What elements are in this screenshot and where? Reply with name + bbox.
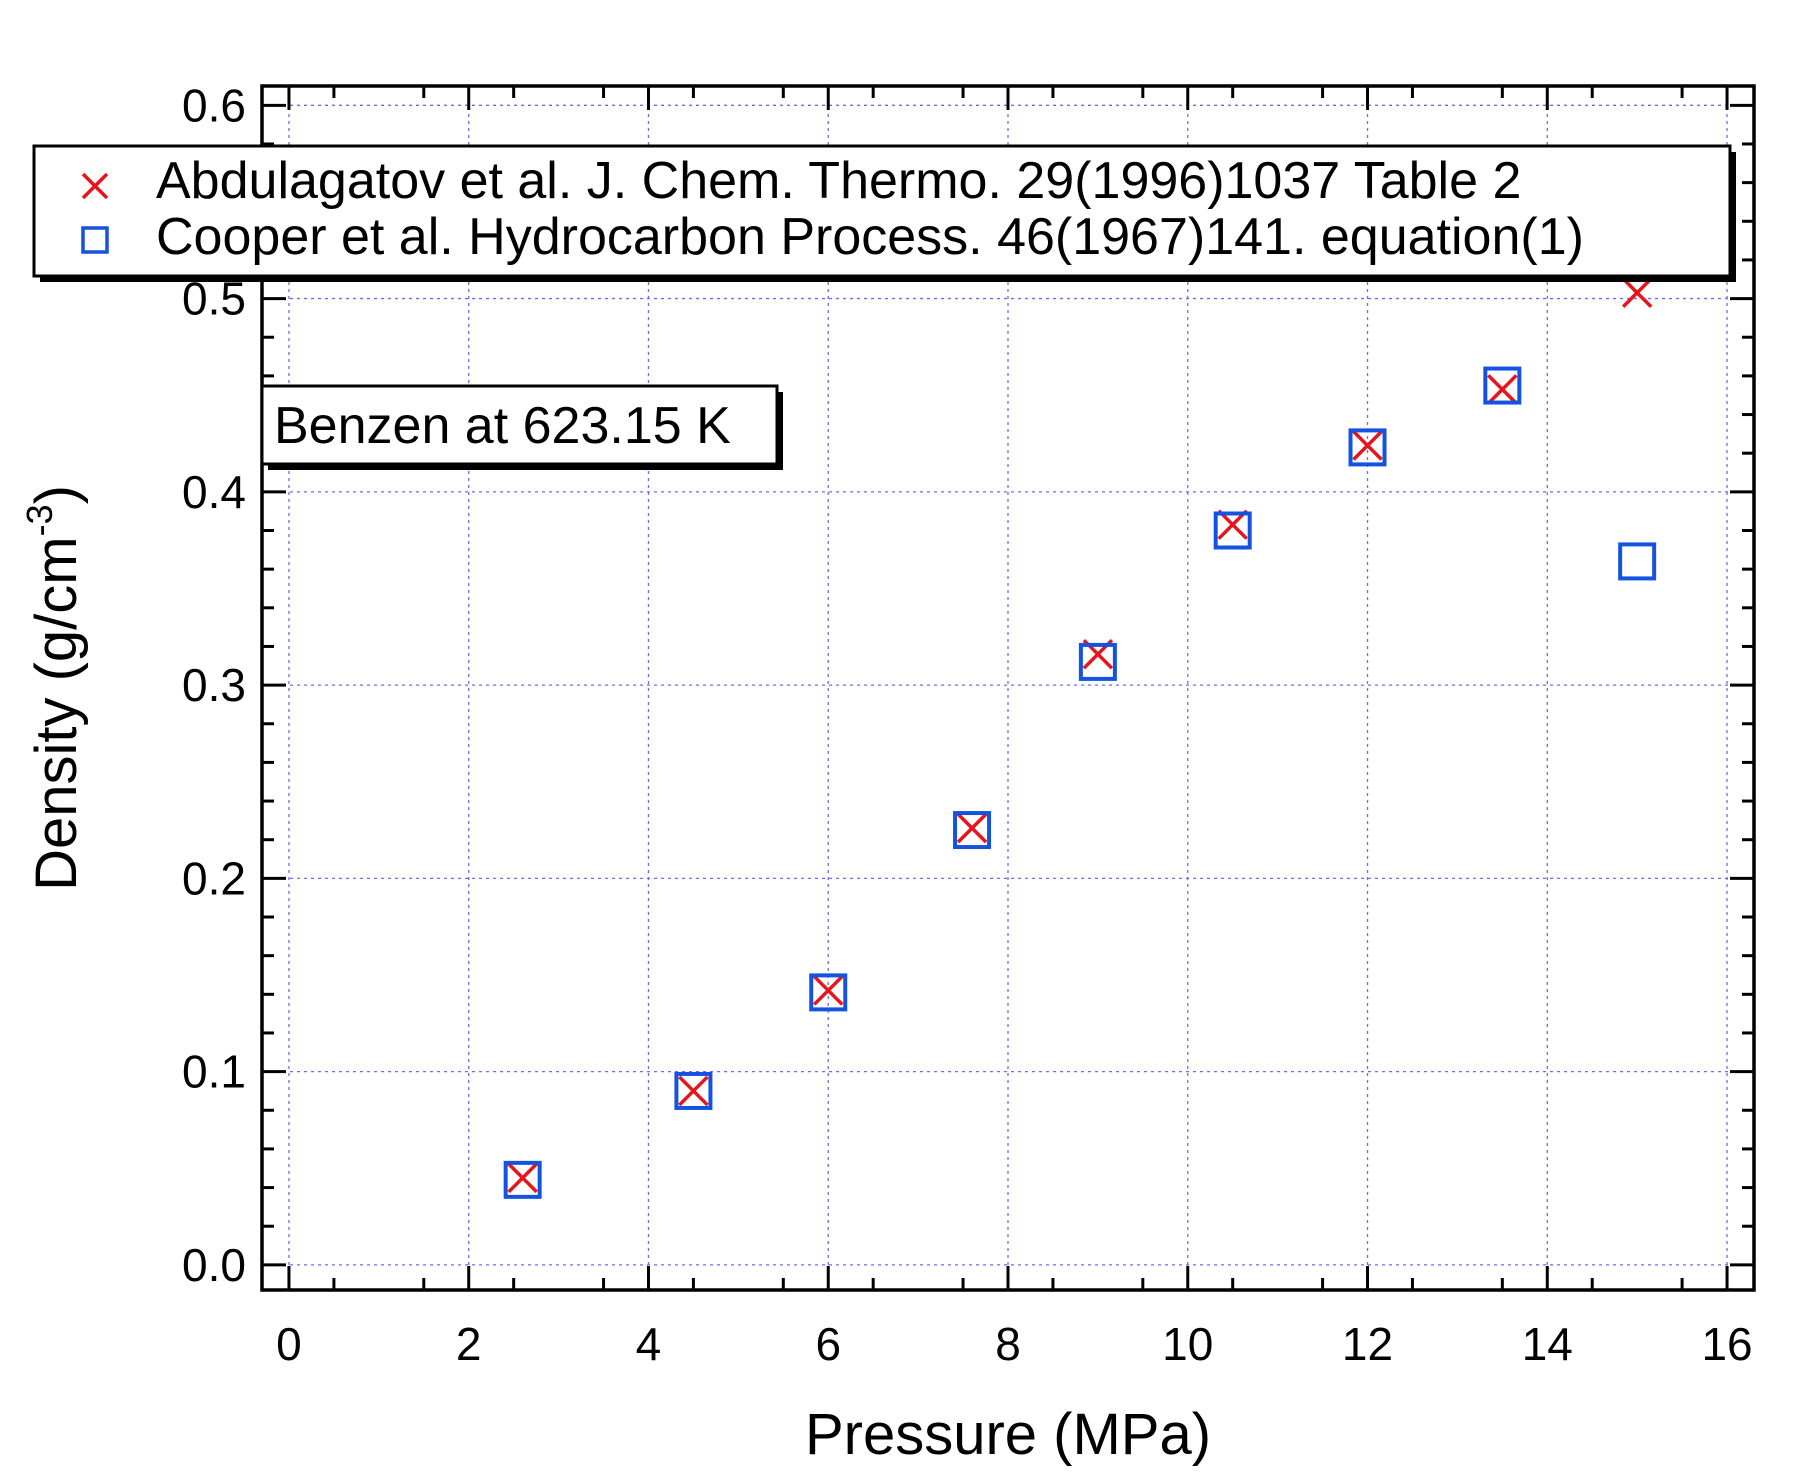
data-point-abdulagatov bbox=[956, 812, 988, 844]
y-tick-label: 0.3 bbox=[182, 659, 246, 711]
x-tick-label: 14 bbox=[1522, 1318, 1573, 1370]
data-point-cooper bbox=[1348, 428, 1387, 467]
data-point-abdulagatov bbox=[1487, 374, 1518, 405]
legend-label-cooper: Cooper et al. Hydrocarbon Process. 46(19… bbox=[156, 208, 1584, 266]
data-point-abdulagatov-stroke bbox=[813, 975, 844, 1006]
data-point-abdulagatov-stroke bbox=[956, 812, 988, 844]
x-tick-label: 12 bbox=[1342, 1318, 1393, 1370]
data-point-abdulagatov-stroke bbox=[678, 1075, 709, 1107]
x-tick-label: 8 bbox=[995, 1318, 1021, 1370]
x-tick-label: 16 bbox=[1701, 1318, 1752, 1370]
y-tick-label: 0.6 bbox=[182, 79, 246, 131]
data-point-abdulagatov bbox=[1621, 277, 1653, 309]
legend-marker-x bbox=[81, 172, 109, 200]
x-tick-label: 2 bbox=[456, 1318, 482, 1370]
y-axis-title: Density (g/cm-3) bbox=[19, 485, 89, 891]
data-point-abdulagatov bbox=[678, 1075, 709, 1107]
x-tick-label: 4 bbox=[636, 1318, 662, 1370]
data-point-abdulagatov-stroke bbox=[1621, 277, 1653, 309]
y-axis-title-superscript: -3 bbox=[19, 504, 60, 536]
x-tick-label: 6 bbox=[815, 1318, 841, 1370]
x-tick-label: 10 bbox=[1162, 1318, 1213, 1370]
data-point-abdulagatov-stroke bbox=[1352, 430, 1383, 461]
legend-marker-square bbox=[81, 226, 109, 254]
data-point-abdulagatov bbox=[1352, 430, 1383, 461]
annotation-box: Benzen at 623.15 K bbox=[260, 384, 783, 470]
data-point-cooper bbox=[809, 973, 848, 1012]
data-point-abdulagatov-stroke bbox=[507, 1162, 538, 1194]
data-point-cooper bbox=[1213, 511, 1252, 550]
y-tick-label: 0.1 bbox=[182, 1046, 246, 1098]
x-tick-labels: 0 2 4 6 8 10 12 14 16 bbox=[276, 1318, 1752, 1370]
plot-frame bbox=[260, 84, 1756, 1292]
axis-ticks bbox=[262, 86, 1754, 1290]
data-point-cooper bbox=[953, 811, 992, 850]
y-tick-label: 0.4 bbox=[182, 466, 246, 518]
y-axis-title-suffix: ) bbox=[24, 485, 89, 504]
x-tick-label: 0 bbox=[276, 1318, 302, 1370]
data-points bbox=[503, 277, 1657, 1199]
data-point-abdulagatov bbox=[813, 975, 844, 1006]
y-tick-labels: 0.00.10.20.30.40.50.6 bbox=[182, 79, 246, 1291]
data-point-cooper bbox=[1483, 366, 1522, 405]
data-point-cooper bbox=[674, 1071, 713, 1110]
data-point-abdulagatov-stroke bbox=[1487, 374, 1518, 405]
data-point-abdulagatov bbox=[507, 1162, 538, 1194]
data-point-cooper bbox=[1078, 642, 1117, 681]
legend-label-abdulagatov: Abdulagatov et al. J. Chem. Thermo. 29(1… bbox=[156, 152, 1521, 210]
y-tick-label: 0.2 bbox=[182, 852, 246, 904]
data-point-cooper bbox=[503, 1160, 542, 1199]
x-axis-title: Pressure (MPa) bbox=[805, 1402, 1211, 1467]
data-point-cooper bbox=[1618, 542, 1657, 581]
legend: Abdulagatov et al. J. Chem. Thermo. 29(1… bbox=[32, 144, 1736, 282]
annotation-text: Benzen at 623.15 K bbox=[274, 397, 731, 455]
y-axis-title-main: Density (g/cm bbox=[24, 536, 89, 891]
y-tick-label: 0.0 bbox=[182, 1239, 246, 1291]
grid-lines bbox=[262, 86, 1754, 1290]
